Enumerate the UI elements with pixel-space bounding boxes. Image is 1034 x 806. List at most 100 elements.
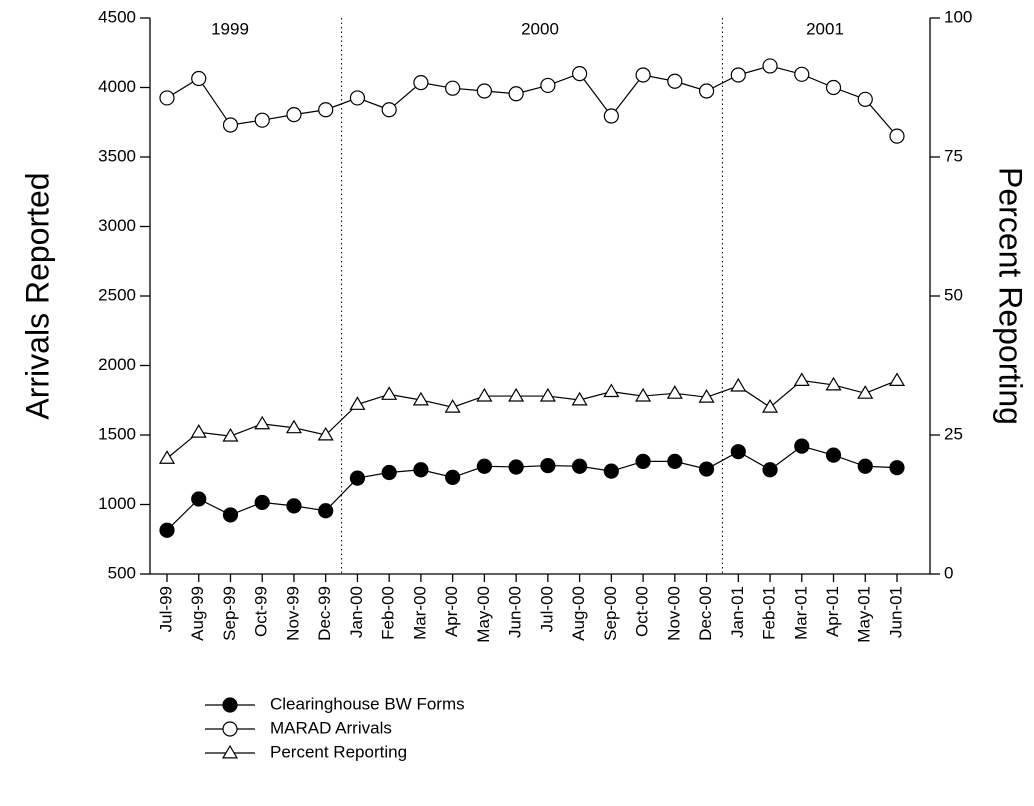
data-point <box>318 503 334 519</box>
data-point <box>794 438 810 454</box>
data-point <box>761 399 779 413</box>
x-tick-label: Nov-00 <box>664 586 683 641</box>
data-point <box>191 70 207 87</box>
x-tick-label: Jun-01 <box>886 586 905 638</box>
data-point <box>572 458 588 474</box>
x-tick-label: Jan-00 <box>347 586 366 638</box>
data-point <box>158 450 176 464</box>
year-label: 1999 <box>211 19 249 38</box>
y-tick-label: 4500 <box>98 7 136 26</box>
y-tick-label: 500 <box>108 563 136 582</box>
data-point <box>888 372 906 387</box>
data-point <box>254 494 270 511</box>
data-point <box>317 426 334 441</box>
data-point <box>349 470 366 486</box>
x-tick-label: Sep-00 <box>601 586 620 641</box>
data-point <box>159 522 175 538</box>
data-point <box>540 77 556 94</box>
data-point <box>381 102 397 118</box>
data-point <box>381 464 397 481</box>
data-point <box>381 386 398 400</box>
data-point <box>190 424 207 438</box>
legend-marker <box>222 697 238 713</box>
data-point <box>476 387 493 402</box>
x-tick-label: Jul-00 <box>537 586 556 632</box>
data-point <box>635 67 651 83</box>
series-line <box>166 445 898 531</box>
y-tick-label: 2000 <box>98 355 136 374</box>
data-point <box>159 90 175 106</box>
data-point <box>476 83 492 99</box>
data-point <box>762 58 778 74</box>
x-tick-label: Apr-00 <box>442 586 461 637</box>
x-tick-label: Mar-01 <box>791 586 810 640</box>
data-point <box>603 383 620 398</box>
x-tick-label: Apr-01 <box>823 586 842 637</box>
y2-tick-label: 75 <box>944 146 963 165</box>
data-point <box>635 387 652 402</box>
year-label: 2001 <box>806 19 844 38</box>
data-point <box>318 102 334 118</box>
data-point <box>667 73 683 89</box>
x-tick-label: Oct-00 <box>633 586 652 637</box>
data-point <box>666 385 683 399</box>
data-point <box>476 458 492 474</box>
year-label: 2000 <box>521 19 559 38</box>
data-point <box>889 128 905 144</box>
y-tick-label: 1500 <box>98 424 136 443</box>
y2-axis-title: Percent Reporting <box>993 167 1029 425</box>
legend-label: Percent Reporting <box>270 742 407 761</box>
legend-label: MARAD Arrivals <box>270 718 392 737</box>
data-point <box>445 469 461 485</box>
data-point <box>857 91 873 107</box>
x-tick-label: May-00 <box>474 586 493 643</box>
x-tick-label: Jan-01 <box>728 586 747 638</box>
data-point <box>285 419 303 434</box>
y-tick-label: 2500 <box>98 285 136 304</box>
y2-tick-label: 50 <box>944 285 963 304</box>
data-point <box>730 377 747 392</box>
y-tick-label: 1000 <box>98 494 136 513</box>
data-point <box>825 376 842 391</box>
x-tick-label: Dec-99 <box>315 586 334 641</box>
data-point <box>254 112 270 128</box>
data-point <box>413 462 429 478</box>
data-point <box>222 507 239 523</box>
legend-marker <box>222 721 238 737</box>
data-point <box>857 385 874 399</box>
data-point <box>793 372 810 387</box>
data-point <box>667 453 683 470</box>
y2-tick-label: 0 <box>944 563 953 582</box>
data-point <box>349 396 366 410</box>
x-tick-label: Mar-00 <box>410 586 429 640</box>
legend-marker <box>221 744 239 759</box>
data-point <box>825 447 842 463</box>
y-axis-title: Arrivals Reported <box>19 172 55 419</box>
data-point <box>254 415 271 430</box>
data-point <box>413 75 429 91</box>
series-line <box>166 379 898 459</box>
x-tick-label: Feb-01 <box>760 586 779 640</box>
data-point <box>444 399 461 413</box>
data-point <box>286 107 302 123</box>
data-point <box>572 65 588 82</box>
data-point <box>222 117 239 133</box>
data-point <box>412 391 429 406</box>
y-tick-label: 4000 <box>98 77 136 96</box>
data-point <box>698 83 715 99</box>
data-point <box>508 459 524 475</box>
data-point <box>539 387 556 402</box>
data-point <box>222 427 239 442</box>
y2-tick-label: 25 <box>944 424 963 443</box>
x-tick-label: Dec-00 <box>696 586 715 641</box>
data-point <box>286 498 302 514</box>
data-point <box>730 67 746 83</box>
data-point <box>889 460 905 476</box>
x-tick-label: Jul-99 <box>156 586 175 632</box>
x-tick-label: Aug-99 <box>188 586 207 641</box>
data-point <box>445 80 461 96</box>
data-point <box>508 387 525 402</box>
data-point <box>603 463 619 479</box>
data-point <box>603 108 619 124</box>
